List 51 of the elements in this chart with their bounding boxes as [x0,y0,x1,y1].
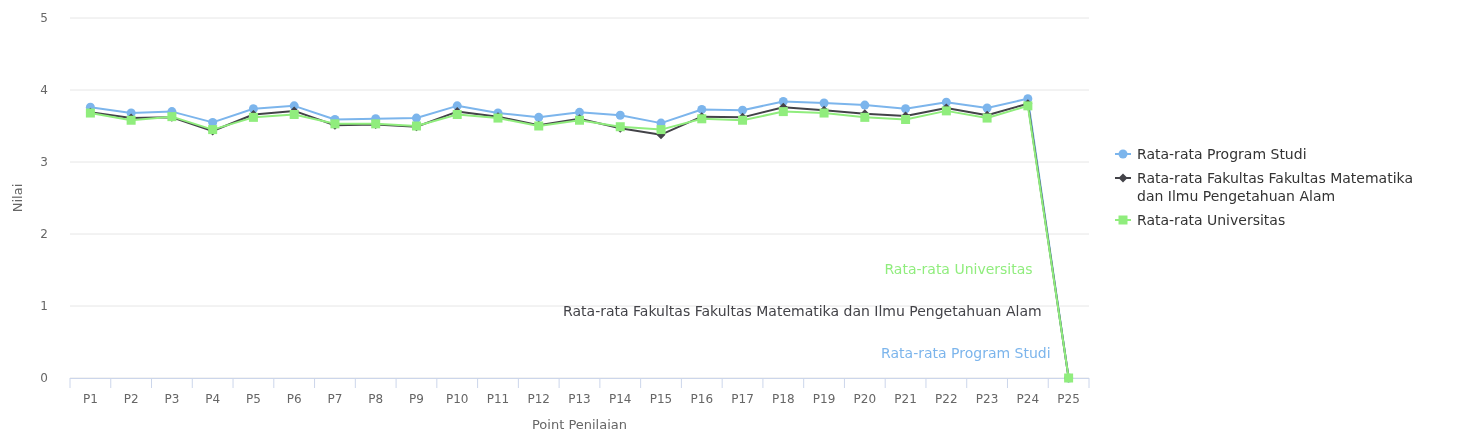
x-tick-label: P18 [772,392,795,406]
point [819,98,829,108]
x-tick-label: P25 [1057,392,1080,406]
text: Rata-rata Universitas [884,261,1033,277]
y-tick-label: 3 [40,155,48,169]
x-tick-label: P5 [245,392,261,406]
x-tick-label: P8 [368,392,384,406]
y-tick-label: 0 [40,371,48,385]
x-tick-label: P11 [486,392,510,406]
x-tick-label: P10 [445,392,469,406]
point [738,105,748,115]
x-tick-label: P20 [853,392,877,406]
x-tick-label: P24 [1016,392,1040,406]
text: Rata-rata Program Studi [881,345,1051,361]
point [982,103,992,113]
x-tick-label: P3 [164,392,180,406]
text: Rata-rata Fakultas Fakultas Matematika dan Ilmu Pengetahuan Alam [563,303,1042,319]
x-tick-label: P14 [609,392,632,406]
x-tick-label: P22 [935,392,958,406]
point [411,113,421,123]
point [901,104,911,114]
point [615,110,625,120]
x-axis-title: Point Penilaian [531,417,628,431]
x-tick-label: P16 [690,392,714,406]
y-tick-label: 5 [40,11,48,25]
legend-label: Rata-rata Program Studi [1137,146,1307,162]
legend-label: Rata-rata Fakultas Fakultas Matematika dan Ilmu Pengetahuan Alam [1137,170,1413,204]
x-tick-label: P4 [205,392,221,406]
point [860,100,870,110]
point [697,104,707,114]
x-tick-label: P15 [649,392,673,406]
x-tick-label: P7 [327,392,343,406]
legend-label: Rata-rata Universitas [1137,212,1286,228]
y-tick-label: 1 [40,299,48,313]
x-tick-label: P23 [975,392,999,406]
y-tick-label: 4 [40,83,48,97]
point [778,107,788,117]
x-tick-label: P6 [286,392,302,406]
x-tick-label: P12 [527,392,550,406]
y-axis-title: Nilai [10,183,25,213]
x-tick-label: P21 [894,392,917,406]
x-tick-label: P17 [731,392,754,406]
x-tick-label: P13 [568,392,591,406]
x-tick-label: P19 [812,392,836,406]
x-tick-label: P2 [123,392,139,406]
point [534,112,544,122]
y-tick-label: 2 [40,227,48,241]
point [901,115,911,125]
point [656,125,666,135]
x-tick-label: P1 [82,392,98,406]
x-tick-label: P9 [409,392,424,406]
